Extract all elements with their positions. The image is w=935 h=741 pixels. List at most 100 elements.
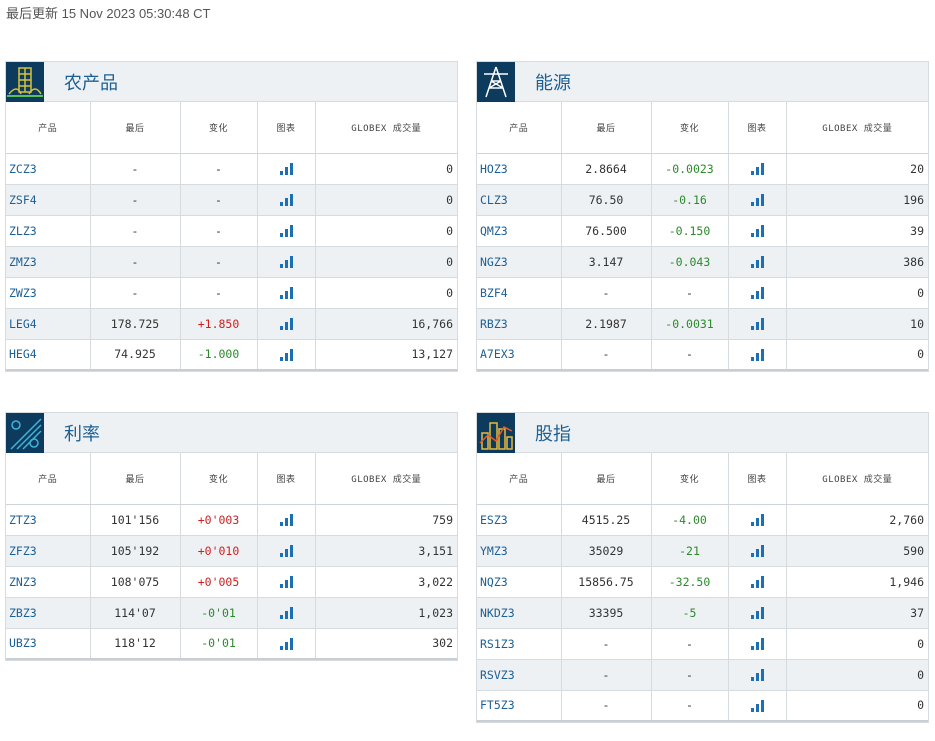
- bar-chart-icon[interactable]: [750, 348, 764, 361]
- chart-cell[interactable]: [728, 277, 787, 309]
- bar-chart-icon[interactable]: [279, 225, 293, 237]
- product-link[interactable]: CLZ3: [477, 184, 562, 216]
- last-price: -: [561, 690, 652, 722]
- product-link[interactable]: ZCZ3: [6, 153, 91, 185]
- header-volume: GLOBEX 成交量: [786, 102, 928, 154]
- product-link[interactable]: ZMZ3: [6, 246, 91, 278]
- bar-chart-icon[interactable]: [279, 576, 293, 588]
- product-link[interactable]: ZLZ3: [6, 215, 91, 247]
- product-link[interactable]: RS1Z3: [477, 628, 562, 660]
- bar-chart-icon[interactable]: [279, 348, 293, 361]
- chart-cell[interactable]: [257, 277, 316, 309]
- bar-chart-icon[interactable]: [750, 225, 764, 237]
- bar-chart-icon[interactable]: [750, 638, 764, 650]
- last-price: 2.8664: [561, 153, 652, 185]
- product-link[interactable]: ZWZ3: [6, 277, 91, 309]
- chart-cell[interactable]: [728, 597, 787, 629]
- globex-volume: 16,766: [315, 308, 457, 340]
- product-link[interactable]: ZNZ3: [6, 566, 91, 598]
- globex-volume: 590: [786, 535, 928, 567]
- bar-chart-icon[interactable]: [750, 576, 764, 588]
- product-link[interactable]: ESZ3: [477, 504, 562, 536]
- chart-cell[interactable]: [257, 597, 316, 629]
- chart-cell[interactable]: [728, 246, 787, 278]
- chart-cell[interactable]: [257, 566, 316, 598]
- bar-chart-icon[interactable]: [750, 194, 764, 206]
- product-link[interactable]: ZTZ3: [6, 504, 91, 536]
- bar-chart-icon[interactable]: [750, 669, 764, 681]
- chart-cell[interactable]: [728, 690, 787, 722]
- bar-chart-icon[interactable]: [279, 194, 293, 206]
- price-change: -0.150: [651, 215, 729, 247]
- bar-chart-icon[interactable]: [750, 287, 764, 299]
- bar-chart-icon[interactable]: [279, 256, 293, 268]
- chart-cell[interactable]: [257, 184, 316, 216]
- bar-chart-icon[interactable]: [750, 699, 764, 712]
- product-link[interactable]: QMZ3: [477, 215, 562, 247]
- bar-chart-icon[interactable]: [279, 514, 293, 526]
- chart-cell[interactable]: [728, 566, 787, 598]
- header-change: 变化: [651, 102, 729, 154]
- product-link[interactable]: A7EX3: [477, 339, 562, 371]
- bar-chart-icon[interactable]: [750, 318, 764, 330]
- product-link[interactable]: FT5Z3: [477, 690, 562, 722]
- product-link[interactable]: HOZ3: [477, 153, 562, 185]
- bar-chart-icon[interactable]: [279, 163, 293, 175]
- chart-cell[interactable]: [257, 246, 316, 278]
- table-row: YMZ3 35029 -21 590: [477, 535, 928, 567]
- product-link[interactable]: NQZ3: [477, 566, 562, 598]
- product-link[interactable]: YMZ3: [477, 535, 562, 567]
- chart-cell[interactable]: [257, 628, 316, 660]
- price-change: -0.16: [651, 184, 729, 216]
- bar-chart-icon[interactable]: [279, 607, 293, 619]
- chart-cell[interactable]: [728, 153, 787, 185]
- chart-cell[interactable]: [728, 215, 787, 247]
- skyline-icon: [477, 412, 515, 453]
- last-updated: 最后更新 15 Nov 2023 05:30:48 CT: [6, 6, 211, 21]
- bar-chart-icon[interactable]: [750, 163, 764, 175]
- bar-chart-icon[interactable]: [279, 287, 293, 299]
- product-link[interactable]: ZFZ3: [6, 535, 91, 567]
- bar-chart-icon[interactable]: [750, 514, 764, 526]
- bar-chart-icon[interactable]: [750, 545, 764, 557]
- last-price: 76.500: [561, 215, 652, 247]
- chart-cell[interactable]: [257, 504, 316, 536]
- chart-cell[interactable]: [728, 535, 787, 567]
- price-change: +0'010: [180, 535, 258, 567]
- product-link[interactable]: BZF4: [477, 277, 562, 309]
- product-link[interactable]: NGZ3: [477, 246, 562, 278]
- chart-cell[interactable]: [728, 659, 787, 691]
- chart-cell[interactable]: [728, 184, 787, 216]
- chart-cell[interactable]: [728, 628, 787, 660]
- bar-chart-icon[interactable]: [279, 637, 293, 650]
- bar-chart-icon[interactable]: [750, 607, 764, 619]
- globex-volume: 0: [786, 628, 928, 660]
- chart-cell[interactable]: [257, 339, 316, 371]
- bar-chart-icon[interactable]: [279, 545, 293, 557]
- chart-cell[interactable]: [257, 308, 316, 340]
- product-link[interactable]: HEG4: [6, 339, 91, 371]
- product-link[interactable]: ZBZ3: [6, 597, 91, 629]
- table-row: HOZ3 2.8664 -0.0023 20: [477, 153, 928, 185]
- last-price: 118'12: [90, 628, 181, 660]
- globex-volume: 0: [786, 690, 928, 722]
- product-link[interactable]: ZSF4: [6, 184, 91, 216]
- product-link[interactable]: NKDZ3: [477, 597, 562, 629]
- bar-chart-icon[interactable]: [279, 318, 293, 330]
- chart-cell[interactable]: [257, 535, 316, 567]
- chart-cell[interactable]: [728, 339, 787, 371]
- header-chart: 图表: [257, 453, 316, 505]
- chart-cell[interactable]: [257, 215, 316, 247]
- last-price: 4515.25: [561, 504, 652, 536]
- chart-cell[interactable]: [257, 153, 316, 185]
- globex-volume: 39: [786, 215, 928, 247]
- chart-cell[interactable]: [728, 308, 787, 340]
- table-row: ZFZ3 105'192 +0'010 3,151: [6, 535, 457, 567]
- bar-chart-icon[interactable]: [750, 256, 764, 268]
- table-row: HEG4 74.925 -1.000 13,127: [6, 339, 457, 371]
- product-link[interactable]: UBZ3: [6, 628, 91, 660]
- chart-cell[interactable]: [728, 504, 787, 536]
- product-link[interactable]: RBZ3: [477, 308, 562, 340]
- product-link[interactable]: LEG4: [6, 308, 91, 340]
- product-link[interactable]: RSVZ3: [477, 659, 562, 691]
